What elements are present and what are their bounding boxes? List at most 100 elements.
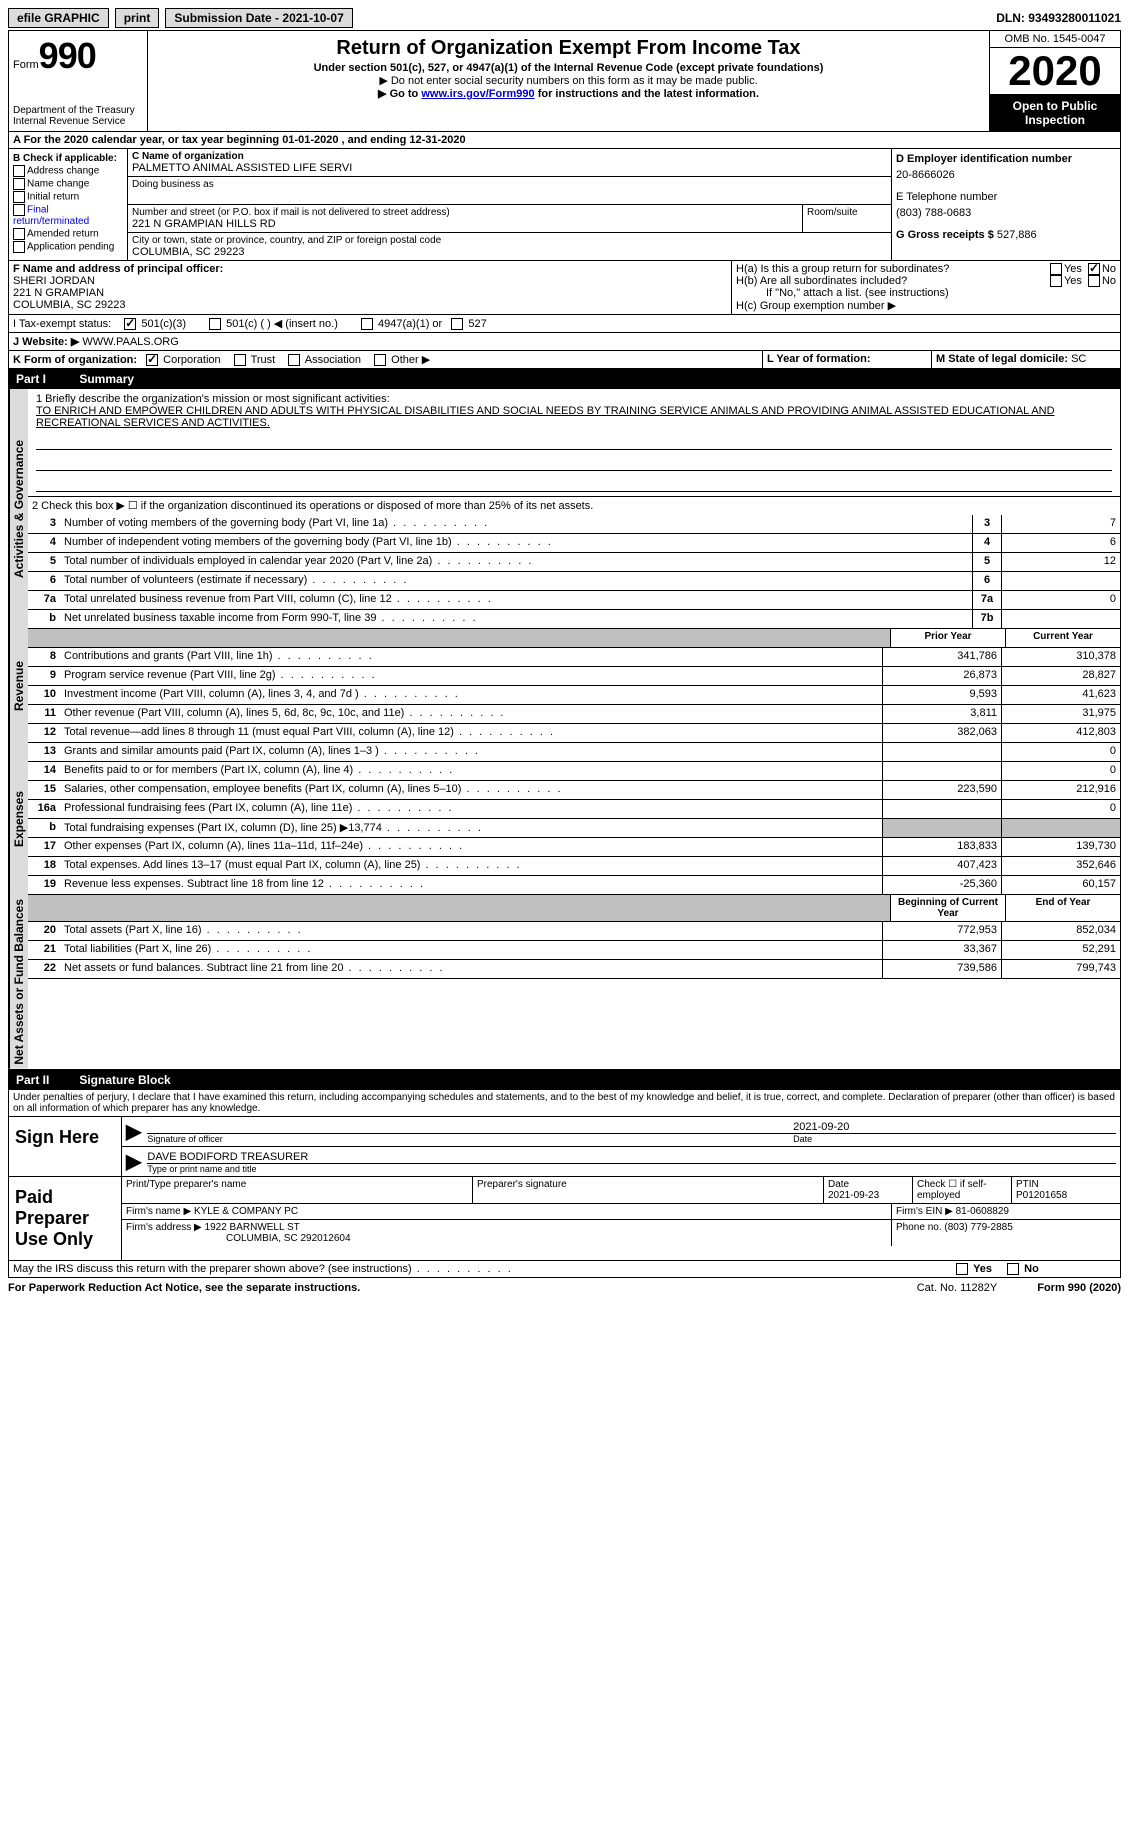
box-b: B Check if applicable: Address change Na… bbox=[9, 149, 128, 260]
summary-line: b Total fundraising expenses (Part IX, c… bbox=[28, 819, 1120, 838]
check-name-change[interactable]: Name change bbox=[13, 178, 123, 190]
ha-yes-check[interactable] bbox=[1050, 263, 1062, 275]
firm-name-label: Firm's name ▶ bbox=[126, 1206, 194, 1217]
part1-label: Part I bbox=[16, 372, 76, 386]
line-box: 3 bbox=[972, 515, 1001, 533]
line-desc: Program service revenue (Part VIII, line… bbox=[60, 667, 882, 685]
street-label: Number and street (or P.O. box if mail i… bbox=[132, 207, 798, 218]
form-title: Return of Organization Exempt From Incom… bbox=[156, 37, 981, 60]
summary-line: 6 Total number of volunteers (estimate i… bbox=[28, 572, 1120, 591]
prior-val: 772,953 bbox=[882, 922, 1001, 940]
irs-link[interactable]: www.irs.gov/Form990 bbox=[421, 88, 534, 100]
form-word: Form bbox=[13, 59, 39, 71]
line-desc: Other expenses (Part IX, column (A), lin… bbox=[60, 838, 882, 856]
line-val: 7 bbox=[1001, 515, 1120, 533]
current-val: 310,378 bbox=[1001, 648, 1120, 666]
current-val: 0 bbox=[1001, 800, 1120, 818]
prior-val: 341,786 bbox=[882, 648, 1001, 666]
current-val: 412,803 bbox=[1001, 724, 1120, 742]
discuss-yes[interactable] bbox=[956, 1263, 968, 1275]
line-num: 5 bbox=[28, 553, 60, 571]
header-mid: Return of Organization Exempt From Incom… bbox=[148, 31, 989, 131]
note-link: ▶ Go to www.irs.gov/Form990 for instruct… bbox=[156, 87, 981, 100]
arrow-icon: ▶ bbox=[126, 1119, 141, 1144]
submission-date: Submission Date - 2021-10-07 bbox=[165, 8, 352, 28]
line-num: 17 bbox=[28, 838, 60, 856]
box-f: F Name and address of principal officer:… bbox=[9, 261, 732, 314]
prior-val: 407,423 bbox=[882, 857, 1001, 875]
summary-line: 22 Net assets or fund balances. Subtract… bbox=[28, 960, 1120, 979]
summary-line: 15 Salaries, other compensation, employe… bbox=[28, 781, 1120, 800]
prior-val: 183,833 bbox=[882, 838, 1001, 856]
check-other[interactable] bbox=[374, 354, 386, 366]
line-desc: Grants and similar amounts paid (Part IX… bbox=[60, 743, 882, 761]
rev-body: Prior Year Current Year 8 Contributions … bbox=[28, 629, 1120, 743]
city-label: City or town, state or province, country… bbox=[132, 235, 887, 246]
check-trust[interactable] bbox=[234, 354, 246, 366]
check-pending[interactable]: Application pending bbox=[13, 241, 123, 253]
box-h: H(a) Is this a group return for subordin… bbox=[732, 261, 1120, 314]
line-num: 7a bbox=[28, 591, 60, 609]
line-desc: Total expenses. Add lines 13–17 (must eq… bbox=[60, 857, 882, 875]
line-desc: Contributions and grants (Part VIII, lin… bbox=[60, 648, 882, 666]
line-val: 12 bbox=[1001, 553, 1120, 571]
line-val bbox=[1001, 610, 1120, 628]
phone: (803) 788-0683 bbox=[896, 207, 1116, 219]
efile-button[interactable]: efile GRAPHIC bbox=[8, 8, 109, 28]
line-desc: Total liabilities (Part X, line 26) bbox=[60, 941, 882, 959]
discuss-no[interactable] bbox=[1007, 1263, 1019, 1275]
discuss-q: May the IRS discuss this return with the… bbox=[13, 1263, 513, 1275]
tax-period-row: A For the 2020 calendar year, or tax yea… bbox=[8, 132, 1121, 149]
check-501c3[interactable] bbox=[124, 318, 136, 330]
col-begin: Beginning of Current Year bbox=[890, 895, 1005, 921]
sign-here-row: Sign Here ▶ Signature of officer 2021-09… bbox=[9, 1117, 1120, 1177]
sig-line-2: ▶ DAVE BODIFORD TREASURER Type or print … bbox=[122, 1147, 1120, 1176]
line-num: 18 bbox=[28, 857, 60, 875]
part1-title: Summary bbox=[79, 372, 134, 386]
opt-501c: 501(c) ( ) ◀ (insert no.) bbox=[226, 318, 338, 330]
exp-body: 13 Grants and similar amounts paid (Part… bbox=[28, 743, 1120, 895]
prior-val: 26,873 bbox=[882, 667, 1001, 685]
check-address-change[interactable]: Address change bbox=[13, 165, 123, 177]
check-4947[interactable] bbox=[361, 318, 373, 330]
dba-cell: Doing business as bbox=[128, 177, 891, 205]
q2-text: 2 Check this box ▶ ☐ if the organization… bbox=[28, 497, 1120, 515]
line-num: 9 bbox=[28, 667, 60, 685]
opt-4947: 4947(a)(1) or bbox=[378, 318, 442, 330]
prior-val: 223,590 bbox=[882, 781, 1001, 799]
catalog-number: Cat. No. 11282Y bbox=[917, 1282, 998, 1294]
box-i: I Tax-exempt status: 501(c)(3) 501(c) ( … bbox=[9, 315, 1120, 332]
phone-label: Phone no. bbox=[896, 1222, 944, 1233]
firm-name-cell: Firm's name ▶ KYLE & COMPANY PC bbox=[122, 1204, 892, 1219]
officer-addr2: COLUMBIA, SC 29223 bbox=[13, 299, 727, 311]
current-val: 212,916 bbox=[1001, 781, 1120, 799]
ha-no-check[interactable] bbox=[1088, 263, 1100, 275]
check-corp[interactable] bbox=[146, 354, 158, 366]
hb-yes-check[interactable] bbox=[1050, 275, 1062, 287]
print-button[interactable]: print bbox=[115, 8, 160, 28]
summary-line: 9 Program service revenue (Part VIII, li… bbox=[28, 667, 1120, 686]
current-val: 41,623 bbox=[1001, 686, 1120, 704]
check-501c[interactable] bbox=[209, 318, 221, 330]
net-body: Beginning of Current Year End of Year 20… bbox=[28, 895, 1120, 1069]
check-527[interactable] bbox=[451, 318, 463, 330]
line-val: 0 bbox=[1001, 591, 1120, 609]
check-amended[interactable]: Amended return bbox=[13, 228, 123, 240]
check-initial-return[interactable]: Initial return bbox=[13, 191, 123, 203]
line-num: 12 bbox=[28, 724, 60, 742]
box-c: C Name of organization PALMETTO ANIMAL A… bbox=[128, 149, 892, 260]
website-row: J Website: ▶ WWW.PAALS.ORG bbox=[8, 333, 1121, 351]
q1-label: 1 Briefly describe the organization's mi… bbox=[36, 393, 1112, 405]
address-row: Number and street (or P.O. box if mail i… bbox=[128, 205, 891, 233]
department: Department of the Treasury Internal Reve… bbox=[13, 105, 143, 127]
discuss-answers: Yes No bbox=[952, 1261, 1120, 1277]
hb-label: H(b) Are all subordinates included? bbox=[736, 275, 1050, 287]
i-label: I Tax-exempt status: bbox=[13, 318, 111, 330]
check-final-return[interactable]: Final return/terminated bbox=[13, 204, 123, 227]
hb-no-check[interactable] bbox=[1088, 275, 1100, 287]
part2-header: Part II Signature Block bbox=[8, 1070, 1121, 1090]
check-assoc[interactable] bbox=[288, 354, 300, 366]
preparer-row: Paid Preparer Use Only Print/Type prepar… bbox=[9, 1177, 1120, 1260]
prior-val: 739,586 bbox=[882, 960, 1001, 978]
box-m: M State of legal domicile: SC bbox=[932, 351, 1120, 368]
